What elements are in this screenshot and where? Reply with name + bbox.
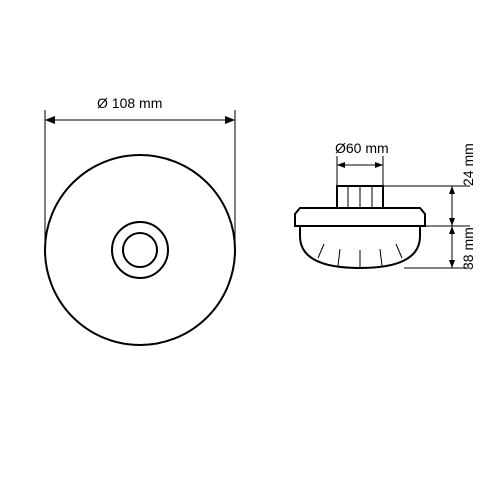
- label-height-24: 24 mm: [460, 143, 476, 186]
- dimension-drawing: Ø 108 mm Ø60 m: [0, 0, 500, 500]
- side-view-svg: [0, 0, 500, 500]
- label-diameter-60: Ø60 mm: [335, 140, 389, 156]
- label-height-38: 38 mm: [460, 227, 476, 270]
